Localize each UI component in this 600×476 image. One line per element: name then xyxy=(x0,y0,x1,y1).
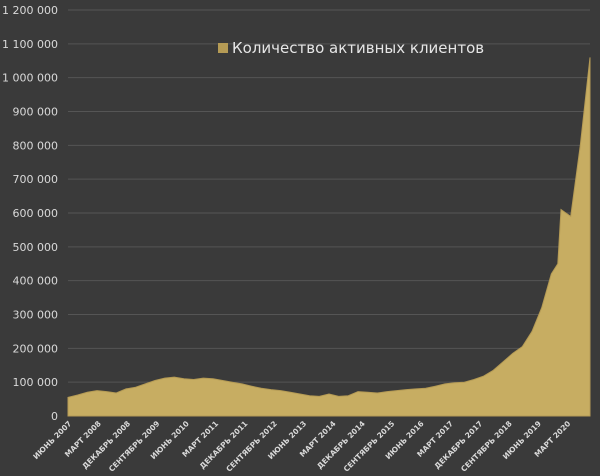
y-tick-label: 1 000 000 xyxy=(2,72,58,85)
y-tick-label: 100 000 xyxy=(13,376,59,389)
y-tick-label: 1 200 000 xyxy=(2,4,58,17)
y-tick-label: 1 100 000 xyxy=(2,38,58,51)
series-area-path xyxy=(67,57,591,417)
y-axis: 0 100 000 200 000 300 000 400 000 500 000 600 … xyxy=(2,4,58,423)
y-tick-label: 900 000 xyxy=(13,106,59,119)
legend: Количество активных клиентов xyxy=(218,39,484,57)
legend-swatch xyxy=(218,43,228,53)
y-tick-label: 400 000 xyxy=(13,275,59,288)
y-tick-label: 700 000 xyxy=(13,173,59,186)
gridlines xyxy=(68,9,590,417)
y-tick-label: 0 xyxy=(51,410,58,423)
y-tick-label: 600 000 xyxy=(13,207,59,220)
y-tick-label: 500 000 xyxy=(13,241,59,254)
y-tick-label: 300 000 xyxy=(13,309,59,322)
legend-label: Количество активных клиентов xyxy=(232,39,484,57)
series-area xyxy=(67,57,591,417)
y-tick-label: 200 000 xyxy=(13,342,59,355)
y-tick-label: 800 000 xyxy=(13,139,59,152)
